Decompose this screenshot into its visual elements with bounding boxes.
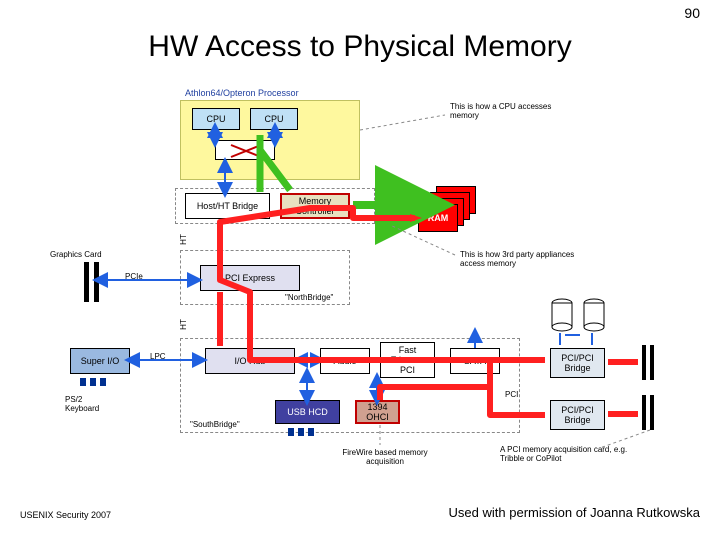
mem-ctrl-box: Memory Controller [280,193,350,219]
pci-slot-2-icon [640,395,660,430]
ht1-label: HT [179,234,188,245]
disk-icon-1 [550,298,574,333]
disk-icon-2 [582,298,606,333]
crossbar-icon [216,141,276,161]
cpu2-box: CPU [250,108,298,130]
cpu1-box: CPU [192,108,240,130]
usb-ports-icon [288,428,328,438]
pci-note: A PCI memory acquisition card, e.g. Trib… [500,445,650,463]
ht2-label: HT [179,319,188,330]
southbridge-label: "SouthBridge" [190,420,240,429]
crossbar-box [215,140,275,160]
sata-box: SATA [450,348,500,374]
fast-eth-box: Fast Ethernet PCI [380,342,435,378]
graphics-label: Graphics Card [50,250,102,259]
pci-label-3: PCI [505,390,518,399]
ohci-box: 1394 OHCI [355,400,400,424]
pci-express-box: PCI Express [200,265,300,291]
northbridge-label: "NorthBridge" [285,293,333,302]
firewire-note: FireWire based memory acquisition [340,448,430,466]
footer-left: USENIX Security 2007 [20,510,111,520]
page-title: HW Access to Physical Memory [0,30,720,64]
pci-slot-1-icon [640,345,660,380]
ram-box-0: RAM [418,204,458,232]
graphics-slot-icon [80,262,110,302]
footer-right: Used with permission of Joanna Rutkowska [449,505,700,520]
architecture-diagram: Athlon64/Opteron Processor CPU CPU Host/… [60,90,660,490]
pci-bridge-2: PCI/PCI Bridge [550,400,605,430]
cpu-note: This is how a CPU accesses memory [450,102,560,120]
page-number: 90 [684,5,700,21]
pcie-label: PCIe [125,272,143,281]
pci-label-2: PCI [615,410,628,419]
super-io-ports-icon [80,378,120,388]
processor-label: Athlon64/Opteron Processor [185,88,299,98]
usb-hcd-box: USB HCD [275,400,340,424]
super-io-box: Super I/O [70,348,130,374]
lpc-label: LPC [150,352,166,361]
ps2-label: PS/2 Keyboard [65,395,115,413]
host-ht-box: Host/HT Bridge [185,193,270,219]
pci-label-1: PCI [615,358,628,367]
third-party-note: This is how 3rd party appliances access … [460,250,590,268]
io-hub-box: I/O Hub [205,348,295,374]
audio-box: Audio [320,348,370,374]
pci-bridge-1: PCI/PCI Bridge [550,348,605,378]
